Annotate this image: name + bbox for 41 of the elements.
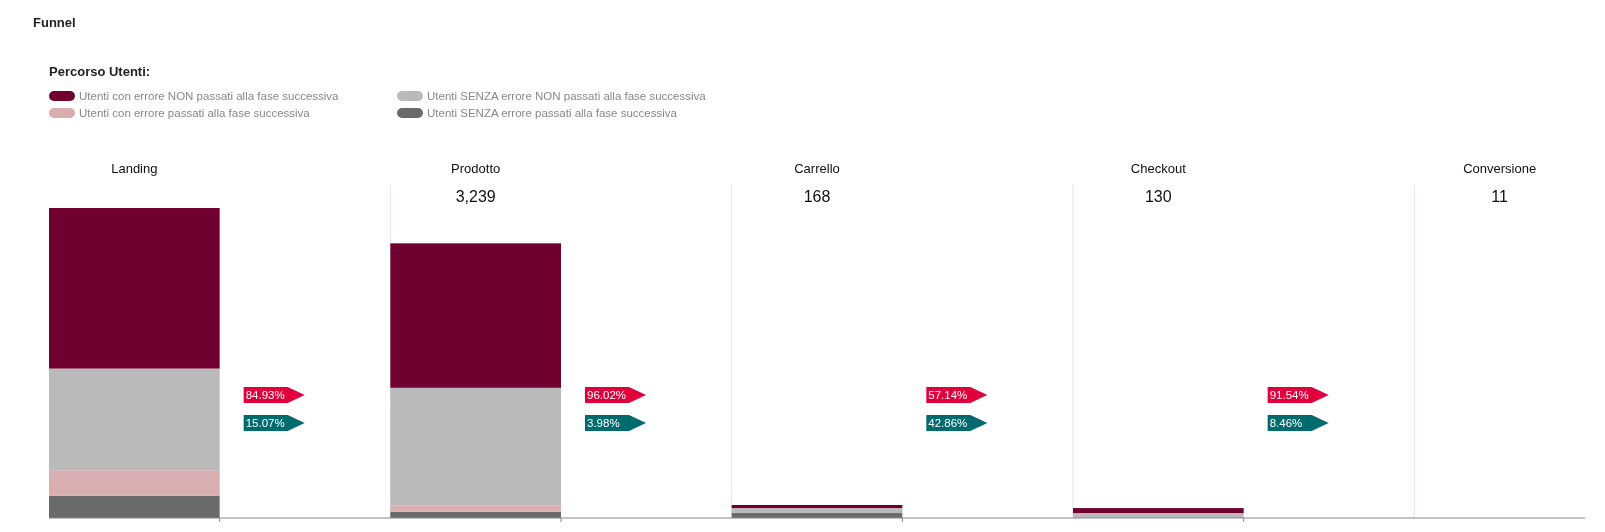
legend-label: Utenti SENZA errore passati alla fase successiva <box>427 107 678 119</box>
annotation: 8.46% <box>1269 417 1303 429</box>
arrow-tag: 57.14% <box>926 387 988 403</box>
annotation: 91.54% <box>1269 389 1309 401</box>
x-tick-label: Prodotto <box>451 161 501 176</box>
arrow-tag: 3.98% <box>585 415 646 431</box>
text: 168 <box>803 188 831 205</box>
annotation: 15.07% <box>245 417 285 429</box>
x-tick-label: Checkout <box>1130 161 1187 176</box>
bar <box>390 243 561 388</box>
legend-label: Utenti SENZA errore NON passati alla fase successiva <box>427 90 707 102</box>
bar <box>390 387 561 506</box>
annotation: 57.14% <box>928 389 968 401</box>
legend-title: Percorso Utenti: <box>49 64 151 79</box>
text: 3,239 <box>455 188 496 205</box>
bar <box>390 505 561 512</box>
arrow-tag: 8.46% <box>1267 415 1329 431</box>
arrow-tag: 96.02% <box>585 387 646 403</box>
bar <box>731 508 903 514</box>
arrow-tag: 15.07% <box>243 415 305 431</box>
x-tick-label: Carrello <box>794 161 840 176</box>
chart-title: Funnel <box>33 15 76 30</box>
bar <box>49 495 220 518</box>
text: 11 <box>1491 188 1509 205</box>
bar <box>49 368 220 471</box>
bar <box>49 208 220 369</box>
bar <box>731 504 903 509</box>
legend-label: Utenti con errore NON passati alla fase successiva <box>79 90 340 102</box>
annotation: 96.02% <box>587 389 627 401</box>
x-tick-label: Landing <box>111 161 158 176</box>
x-tick-label: Conversione <box>1463 161 1537 176</box>
annotation: 3.98% <box>587 417 620 429</box>
legend-label: Utenti con errore passati alla fase successiva <box>79 107 311 119</box>
bar <box>1073 508 1244 514</box>
bar <box>49 470 220 496</box>
arrow-tag: 84.93% <box>243 387 305 403</box>
annotation: 42.86% <box>928 417 968 429</box>
text: 130 <box>1144 188 1172 205</box>
annotation: 84.93% <box>245 389 285 401</box>
arrow-tag: 91.54% <box>1267 387 1329 403</box>
arrow-tag: 42.86% <box>926 415 988 431</box>
